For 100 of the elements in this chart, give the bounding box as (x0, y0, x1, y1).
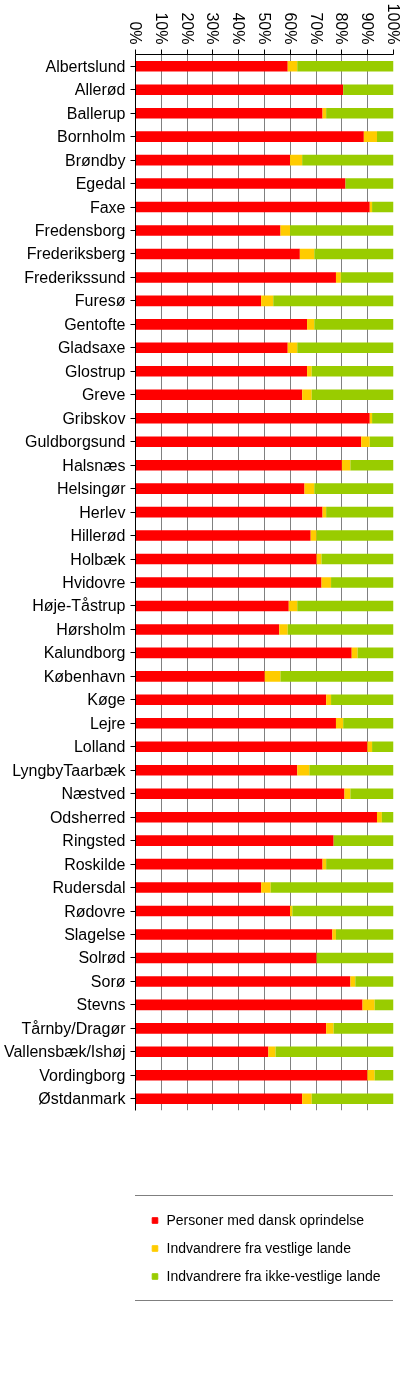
bar (350, 788, 394, 799)
y-tick-label: Roskilde (64, 855, 126, 873)
bar (292, 905, 394, 917)
bar (135, 272, 336, 283)
bar (297, 60, 394, 72)
bar (135, 342, 288, 354)
bar (333, 1023, 394, 1034)
bar (135, 882, 262, 893)
bar (287, 60, 298, 72)
bar (372, 412, 394, 424)
x-tick-label: 100% (385, 3, 402, 45)
bar (326, 858, 394, 870)
bar (280, 225, 291, 236)
y-tick-label: Frederikssund (24, 268, 126, 286)
y-tick-label: Kalundborg (43, 644, 126, 662)
bar (362, 999, 375, 1011)
x-tick-label: 20% (178, 12, 196, 45)
bar (314, 483, 394, 494)
bar (355, 976, 394, 987)
bar (311, 1093, 394, 1105)
x-tick-label: 60% (281, 12, 299, 45)
bar (135, 811, 377, 823)
bar (333, 835, 394, 846)
x-tick-label: 90% (359, 12, 377, 45)
y-tick-label: Greve (81, 386, 126, 404)
bar (135, 858, 323, 870)
bar (307, 319, 315, 330)
bar (135, 788, 345, 799)
bar (331, 694, 394, 706)
bar (135, 741, 368, 753)
bar (135, 319, 308, 330)
bar (350, 976, 356, 987)
bar (326, 694, 332, 706)
y-tick-label: Albertslund (45, 57, 126, 75)
x-tick-label: 10% (152, 12, 170, 45)
bar (343, 718, 394, 729)
bar (268, 1046, 276, 1058)
bar (135, 999, 363, 1011)
y-tick-label: Høje-Tåstrup (32, 597, 126, 615)
bar (135, 483, 305, 494)
bar (135, 600, 289, 612)
bar (297, 764, 310, 776)
y-tick-label: Gentofte (64, 315, 126, 333)
y-tick-label: Køge (87, 691, 126, 709)
bar (302, 1093, 312, 1105)
bar (372, 201, 394, 213)
bar (357, 647, 394, 659)
bar (340, 272, 394, 283)
bar (264, 671, 281, 682)
bar (135, 1023, 327, 1034)
bar (332, 929, 336, 940)
bar (135, 436, 362, 447)
y-tick-label: København (43, 667, 126, 685)
bar (307, 366, 312, 377)
legend-label: Indvandrere fra ikke-vestlige lande (166, 1267, 381, 1284)
y-tick-label: Slagelse (64, 926, 126, 943)
y-tick-label: Sorø (90, 972, 126, 990)
y-tick-label: Stevns (76, 996, 126, 1014)
bar (135, 976, 351, 987)
legend-label: Personer med dansk oprindelse (166, 1211, 365, 1228)
bar (135, 718, 336, 729)
y-tick-label: Herlev (79, 503, 126, 521)
bar (135, 60, 288, 72)
y-tick-label: Bornholm (57, 128, 126, 146)
bar (135, 154, 291, 166)
bar (297, 600, 394, 612)
y-tick-label: Gribskov (62, 409, 126, 427)
y-tick-label: Næstved (61, 785, 126, 803)
bar (314, 248, 394, 260)
bar (299, 248, 315, 260)
bar (135, 1093, 303, 1105)
bar (135, 835, 334, 846)
bar (135, 178, 346, 189)
y-tick-label: Frederiksberg (26, 245, 126, 263)
bar (335, 272, 341, 283)
y-tick-label: Gladsaxe (57, 339, 126, 357)
y-tick-label: Allerød (74, 81, 126, 99)
y-tick-label: Vallensbæk/Ishøj (3, 1043, 126, 1061)
bar (309, 764, 394, 776)
bar (135, 1046, 269, 1058)
y-tick-label: Østdanmark (38, 1090, 127, 1108)
bar (321, 553, 394, 565)
bar (290, 154, 303, 166)
y-tick-label: Faxe (89, 198, 126, 216)
y-tick-label: Fredensborg (34, 222, 126, 239)
bar (372, 741, 394, 753)
bar (374, 999, 394, 1011)
bar (344, 788, 351, 799)
y-tick-label: Rødovre (64, 902, 126, 920)
y-tick-label: Tårnby/Dragør (21, 1019, 127, 1037)
bar (135, 553, 317, 565)
bar (135, 389, 303, 401)
bar (135, 366, 308, 377)
bar (135, 671, 265, 682)
bar (135, 506, 323, 518)
bar (297, 342, 394, 354)
bar (376, 811, 382, 823)
bar (135, 929, 333, 940)
bar (363, 131, 377, 142)
bar (287, 624, 394, 635)
